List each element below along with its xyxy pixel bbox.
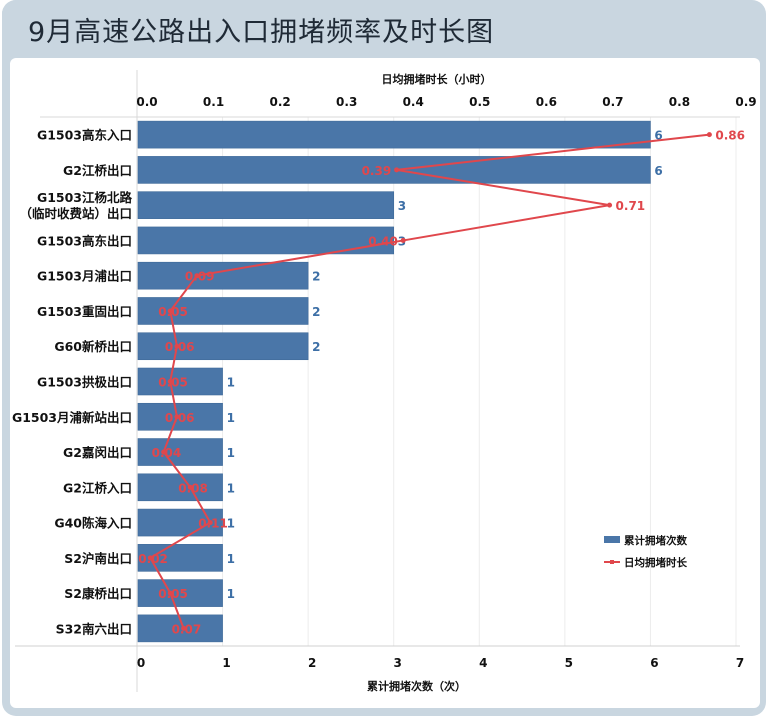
line-value-label: 0.05 [158, 376, 188, 390]
bar [137, 438, 223, 466]
title-tab [2, 0, 610, 56]
bar-value-label: 3 [398, 199, 406, 213]
bar [137, 473, 223, 502]
bottom-axis-tick-label: 2 [308, 656, 316, 670]
line-value-label: 0.11 [198, 517, 228, 531]
bottom-axis-tick-label: 3 [394, 656, 402, 670]
top-axis-tick-label: 0.4 [403, 95, 424, 109]
category-label: （临时收费站）出口 [19, 206, 132, 221]
line-value-label: 0.04 [152, 446, 182, 460]
category-label: G1503高东入口 [37, 128, 132, 143]
line-point [607, 202, 613, 208]
bar [137, 297, 309, 325]
bar-value-label: 6 [654, 164, 662, 178]
bottom-axis-tick-label: 6 [650, 656, 658, 670]
line-value-label: 0.05 [158, 587, 188, 601]
line-point [207, 520, 213, 526]
line-value-label: 0.02 [138, 552, 168, 566]
bar [137, 579, 223, 607]
bottom-axis-tick-label: 4 [479, 656, 487, 670]
line-point [194, 273, 200, 279]
top-axis-tick-label: 0.8 [669, 95, 690, 109]
legend-bar-swatch [604, 536, 620, 543]
category-label: G2江桥入口 [63, 480, 132, 495]
category-label: G1503月浦新站出口 [12, 410, 132, 425]
bottom-axis-tick-label: 7 [736, 656, 744, 670]
legend-bar-label: 累计拥堵次数 [624, 534, 687, 547]
bar-value-label: 1 [227, 517, 235, 531]
top-axis-tick-label: 0.1 [203, 95, 224, 109]
category-label: G1503拱极出口 [37, 375, 132, 390]
line-value-label: 0.06 [165, 411, 195, 425]
bar [137, 261, 309, 290]
line-value-label: 0.08 [178, 481, 208, 495]
line-value-label: 0.05 [158, 305, 188, 319]
category-label: G2江桥出口 [63, 163, 132, 178]
line-point [167, 308, 173, 314]
line-point [167, 379, 173, 384]
category-label: G1503月浦出口 [37, 269, 132, 284]
line-point [706, 132, 712, 138]
bar-value-label: 1 [227, 411, 235, 425]
line-value-label: 0.71 [616, 199, 646, 213]
bottom-axis-tick-label: 0 [137, 656, 145, 670]
top-axis-tick-label: 0.2 [269, 95, 290, 109]
top-axis-tick-label: 0.9 [735, 95, 756, 109]
line-value-label: 0.86 [715, 129, 745, 143]
bottom-axis-tick-label: 5 [565, 656, 573, 670]
bar [137, 332, 309, 361]
line-point [174, 343, 180, 349]
category-label: S2康桥出口 [64, 586, 132, 601]
bar-value-label: 1 [227, 587, 235, 601]
bar-value-label: 1 [227, 481, 235, 495]
top-axis-title: 日均拥堵时长（小时） [382, 72, 492, 86]
line-point [181, 625, 187, 631]
line-point [400, 237, 406, 243]
line-value-label: 0.40 [368, 234, 398, 248]
line-point [174, 414, 180, 420]
top-axis-tick-label: 0.6 [536, 95, 557, 109]
top-axis-tick-label: 0.5 [469, 95, 490, 109]
category-label: G60新桥出口 [54, 339, 132, 354]
line-value-label: 0.39 [362, 164, 392, 178]
bar [137, 191, 395, 219]
category-label: G2嘉闵出口 [63, 445, 132, 460]
line-value-label: 0.06 [165, 340, 195, 354]
line-point [161, 449, 167, 455]
bar [137, 120, 651, 149]
category-label: S2沪南出口 [64, 551, 132, 566]
legend-line-label: 日均拥堵时长 [624, 556, 687, 569]
category-label: G1503江杨北路 [37, 190, 133, 205]
category-label: G40陈海入口 [54, 516, 132, 531]
bar-value-label: 2 [312, 340, 320, 354]
bar [137, 226, 395, 255]
bottom-axis-tick-label: 1 [222, 656, 230, 670]
top-axis-tick-label: 0.3 [336, 95, 357, 109]
category-label: G1503重固出口 [37, 304, 132, 319]
line-point [167, 590, 173, 596]
bar-value-label: 6 [654, 129, 662, 143]
line-value-label: 0.09 [185, 270, 215, 284]
bar-value-label: 1 [227, 376, 235, 390]
bar-value-label: 2 [312, 270, 320, 284]
chart-title: 9月高速公路出入口拥堵频率及时长图 [28, 17, 495, 48]
bottom-axis-title: 累计拥堵次数（次） [367, 679, 466, 693]
line-point [187, 484, 193, 490]
top-axis-tick-label: 0.0 [136, 95, 157, 109]
bar [137, 402, 223, 431]
category-label: G1503高东出口 [37, 233, 132, 248]
line-value-label: 0.07 [172, 622, 202, 636]
category-label: S32南六出口 [56, 621, 132, 636]
line-point [147, 555, 153, 561]
bar-value-label: 1 [227, 552, 235, 566]
line-point [394, 167, 400, 173]
bar [137, 367, 223, 396]
top-axis-tick-label: 0.7 [602, 95, 623, 109]
bar-value-label: 1 [227, 446, 235, 460]
bar-value-label: 2 [312, 305, 320, 319]
legend-line-marker [610, 560, 614, 564]
